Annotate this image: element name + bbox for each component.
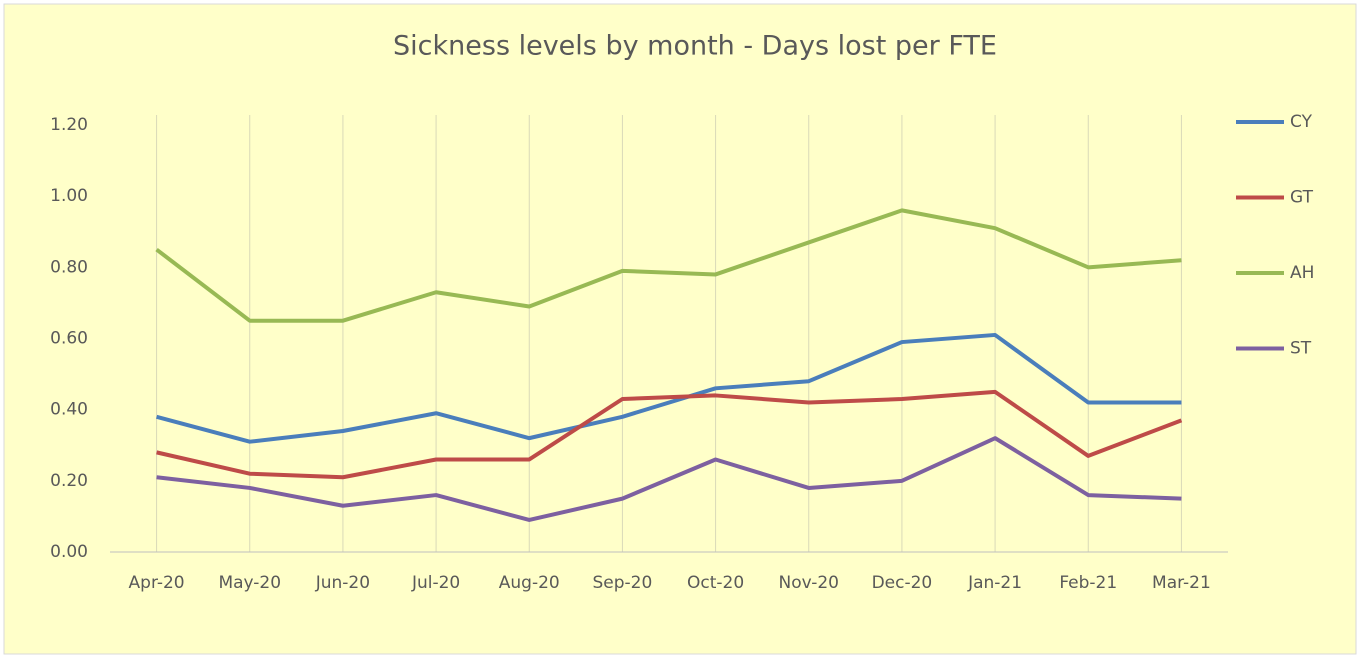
y-tick-label: 0.00 <box>50 542 88 562</box>
series-line <box>156 436 1182 522</box>
chart-title: Sickness levels by month - Days lost per… <box>393 31 997 62</box>
x-tick-label: Nov-20 <box>779 573 840 593</box>
series-line <box>156 389 1183 480</box>
x-tick-label: Feb-21 <box>1059 573 1117 593</box>
legend-label: ST <box>1290 339 1312 359</box>
y-tick-label: 1.20 <box>50 115 88 135</box>
x-tick-label: Jul-20 <box>411 573 460 593</box>
legend-label: GT <box>1290 188 1314 208</box>
legend-label: AH <box>1290 263 1314 283</box>
y-tick-label: 0.80 <box>50 257 88 277</box>
x-tick-label: Mar-21 <box>1152 573 1211 593</box>
chart-background <box>3 3 1357 655</box>
y-tick-label: 0.20 <box>50 471 88 491</box>
x-tick-label: Jun-20 <box>315 573 370 593</box>
x-tick-label: Sep-20 <box>593 573 653 593</box>
y-tick-label: 0.40 <box>50 400 88 420</box>
x-tick-label: Oct-20 <box>687 573 744 593</box>
legend-label: CY <box>1290 112 1313 132</box>
x-tick-label: Aug-20 <box>499 573 560 593</box>
x-tick-label: Dec-20 <box>872 573 933 593</box>
x-tick-label: Jan-21 <box>967 573 1022 593</box>
series-line <box>156 332 1182 444</box>
x-tick-label: Apr-20 <box>129 573 185 593</box>
series-line <box>155 208 1182 323</box>
x-tick-label: May-20 <box>218 573 281 593</box>
y-tick-label: 1.00 <box>50 186 88 206</box>
y-tick-label: 0.60 <box>50 329 88 349</box>
